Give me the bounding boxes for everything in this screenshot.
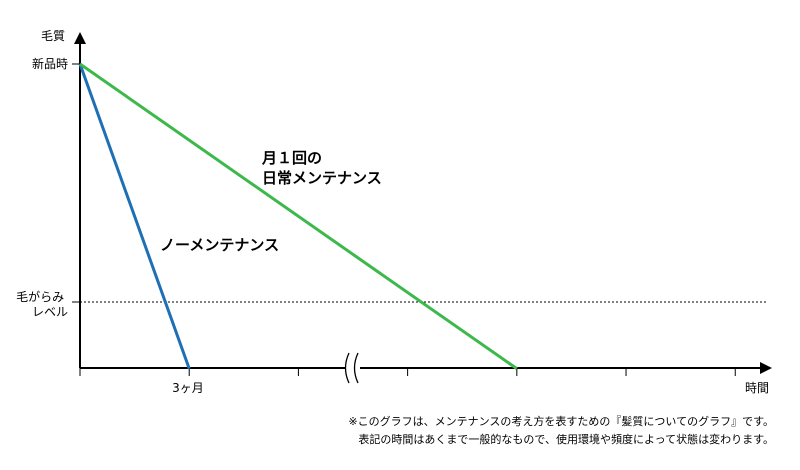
series-label-no-maintenance: ノーメンテナンス xyxy=(160,236,279,254)
x-axis-arrow xyxy=(760,362,772,374)
footnote-line-2: 表記の時間はあくまで一般的なもので、使用環境や頻度によって状態は変わります。 xyxy=(358,433,774,446)
y-tick-label-threshold-line1: 毛がらみ xyxy=(16,289,64,304)
y-axis-arrow xyxy=(74,32,86,44)
series-line-no-maintenance xyxy=(78,63,191,370)
hair-quality-chart: 毛質 時間 新品時 毛がらみ レベル 3ヶ月 ノーメンテナンス 月１回の 日常メ… xyxy=(16,28,772,395)
axis-break-mark xyxy=(344,352,360,386)
series-line-monthly-maintenance xyxy=(79,62,518,370)
series-label-monthly-line2: 日常メンテナンス xyxy=(262,169,382,187)
y-tick-label-threshold: 毛がらみ レベル xyxy=(16,289,68,319)
footnote-line-1: ※このグラフは、メンテナンスの考え方を表すための『髪質についてのグラフ』です。 xyxy=(348,415,774,428)
series-label-monthly-line1: 月１回の xyxy=(261,149,322,167)
series-label-monthly-maintenance: 月１回の 日常メンテナンス xyxy=(261,149,382,187)
x-tick-marks xyxy=(79,368,736,376)
y-tick-label-new: 新品時 xyxy=(32,56,68,71)
x-axis-label: 時間 xyxy=(745,381,769,395)
y-axis-label: 毛質 xyxy=(41,28,65,43)
x-tick-label-3months: 3ヶ月 xyxy=(172,381,204,395)
y-tick-label-threshold-line2: レベル xyxy=(32,305,68,319)
